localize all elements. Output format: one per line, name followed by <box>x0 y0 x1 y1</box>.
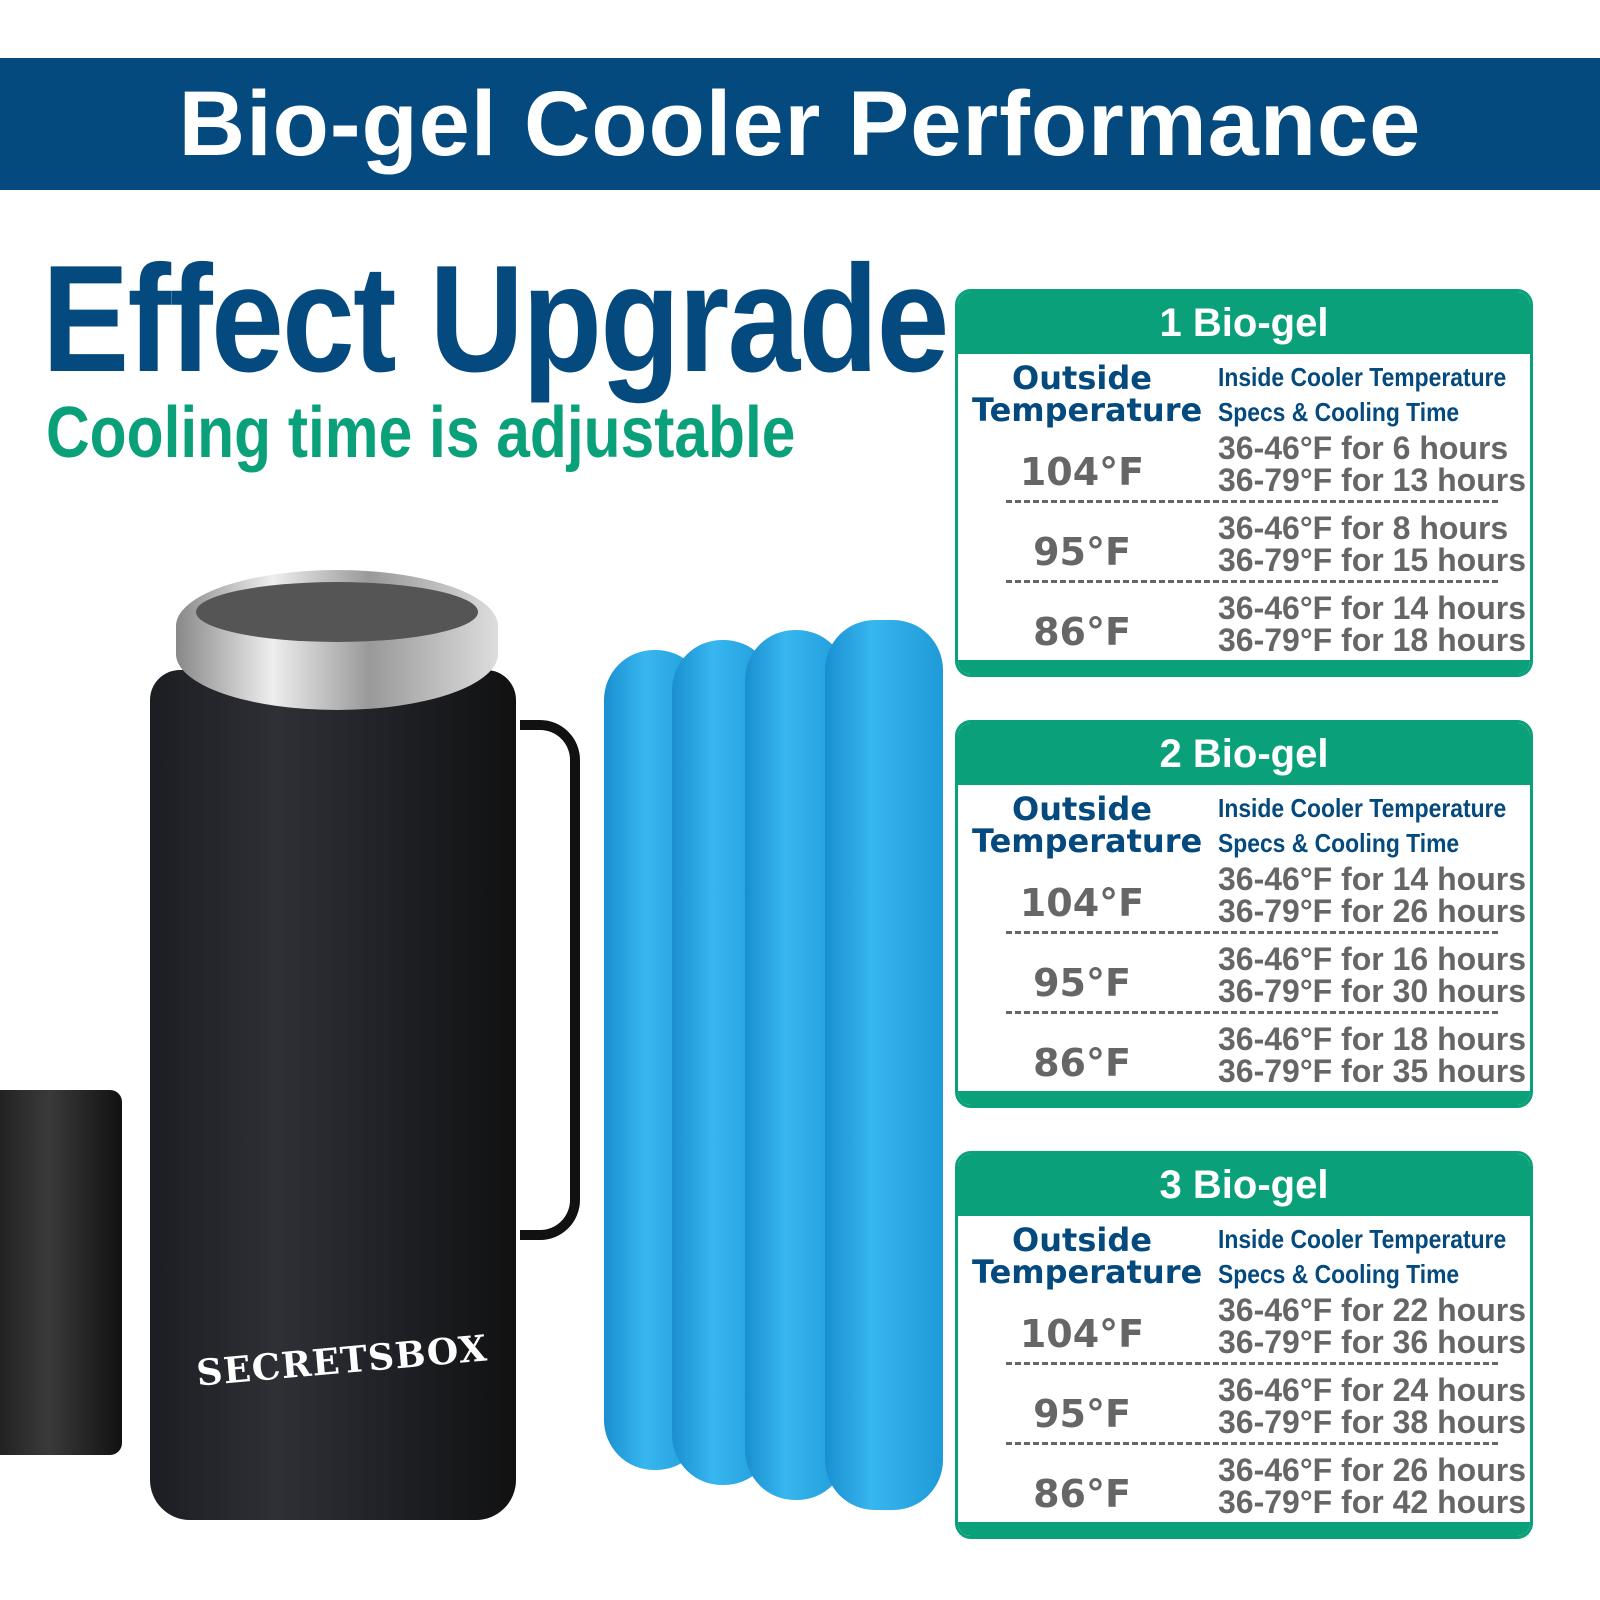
inside-temp-header: Inside Cooler Temperature Specs & Cooling… <box>1218 791 1506 861</box>
inside-temp-header-line2: Specs & Cooling Time <box>1218 397 1460 427</box>
spec-card: 3 Bio-gel Outside Temperature Inside Coo… <box>955 1151 1533 1539</box>
spec-row: 104°F 36-46°F for 14 hours 36-79°F for 26… <box>958 863 1530 943</box>
card-footer-bar <box>958 1522 1530 1536</box>
spec-line: 36-79°F for 42 hours <box>1218 1484 1526 1520</box>
cooling-specs: 36-46°F for 26 hours 36-79°F for 42 hours <box>1218 1454 1526 1518</box>
outside-temp: 86°F <box>1033 610 1131 654</box>
card-footer-bar <box>958 1091 1530 1105</box>
spec-line: 36-79°F for 15 hours <box>1218 542 1526 578</box>
outside-temp: 104°F <box>1019 881 1145 925</box>
row-divider <box>1006 1442 1498 1445</box>
bottle-opening <box>196 582 478 642</box>
outside-temp-header: Outside Temperature <box>972 359 1203 429</box>
inside-temp-header-line1: Inside Cooler Temperature <box>1218 793 1507 823</box>
spec-card: 1 Bio-gel Outside Temperature Inside Coo… <box>955 289 1533 677</box>
spec-line: 36-79°F for 13 hours <box>1218 462 1526 498</box>
card-title: 3 Bio-gel <box>958 1154 1530 1216</box>
spec-line: 36-46°F for 22 hours <box>1218 1292 1526 1328</box>
spec-line: 36-46°F for 6 hours <box>1218 430 1509 466</box>
bottle-strap <box>520 720 580 1240</box>
spec-row: 95°F 36-46°F for 8 hours 36-79°F for 15 h… <box>958 512 1530 592</box>
cooling-specs: 36-46°F for 18 hours 36-79°F for 35 hours <box>1218 1023 1526 1087</box>
spec-row: 95°F 36-46°F for 16 hours 36-79°F for 30 … <box>958 943 1530 1023</box>
bottle-body <box>150 670 516 1520</box>
spec-line: 36-79°F for 36 hours <box>1218 1324 1526 1360</box>
cooling-specs: 36-46°F for 14 hours 36-79°F for 18 hours <box>1218 592 1526 656</box>
card-title: 1 Bio-gel <box>958 292 1530 354</box>
inside-temp-header-line2: Specs & Cooling Time <box>1218 1259 1460 1289</box>
cooling-specs: 36-46°F for 16 hours 36-79°F for 30 hours <box>1218 943 1526 1007</box>
spec-line: 36-79°F for 35 hours <box>1218 1053 1526 1089</box>
gel-stick <box>825 620 943 1510</box>
inside-temp-header: Inside Cooler Temperature Specs & Cooling… <box>1218 360 1506 430</box>
inside-temp-header-line2: Specs & Cooling Time <box>1218 828 1460 858</box>
spec-line: 36-46°F for 16 hours <box>1218 941 1526 977</box>
row-divider <box>1006 1362 1498 1365</box>
banner-title: Bio-gel Cooler Performance <box>0 58 1600 190</box>
spec-line: 36-46°F for 24 hours <box>1218 1372 1526 1408</box>
spec-card: 2 Bio-gel Outside Temperature Inside Coo… <box>955 720 1533 1108</box>
spec-row: 86°F 36-46°F for 18 hours 36-79°F for 35 … <box>958 1023 1530 1103</box>
spec-row: 95°F 36-46°F for 24 hours 36-79°F for 38 … <box>958 1374 1530 1454</box>
inside-temp-header: Inside Cooler Temperature Specs & Cooling… <box>1218 1222 1506 1292</box>
outside-temp: 95°F <box>1033 530 1131 574</box>
cooling-specs: 36-46°F for 14 hours 36-79°F for 26 hours <box>1218 863 1526 927</box>
spec-line: 36-79°F for 30 hours <box>1218 973 1526 1009</box>
outside-temp: 86°F <box>1033 1041 1131 1085</box>
inside-temp-header-line1: Inside Cooler Temperature <box>1218 1224 1507 1254</box>
bottle-lid <box>0 1090 122 1455</box>
outside-temp-header: Outside Temperature <box>972 790 1203 860</box>
cooling-specs: 36-46°F for 6 hours 36-79°F for 13 hours <box>1218 432 1526 496</box>
outside-temp: 104°F <box>1019 450 1145 494</box>
cooling-specs: 36-46°F for 22 hours 36-79°F for 36 hours <box>1218 1294 1526 1358</box>
spec-line: 36-79°F for 18 hours <box>1218 622 1526 658</box>
cooling-specs: 36-46°F for 24 hours 36-79°F for 38 hours <box>1218 1374 1526 1438</box>
spec-row: 86°F 36-46°F for 14 hours 36-79°F for 18 … <box>958 592 1530 672</box>
row-divider <box>1006 580 1498 583</box>
spec-row: 104°F 36-46°F for 22 hours 36-79°F for 36… <box>958 1294 1530 1374</box>
headline: Effect Upgrade <box>42 234 949 404</box>
row-divider <box>1006 931 1498 934</box>
spec-line: 36-79°F for 26 hours <box>1218 893 1526 929</box>
inside-temp-header-line1: Inside Cooler Temperature <box>1218 362 1507 392</box>
row-divider <box>1006 1011 1498 1014</box>
outside-temp: 95°F <box>1033 1392 1131 1436</box>
outside-temp: 86°F <box>1033 1472 1131 1516</box>
card-footer-bar <box>958 660 1530 674</box>
spec-line: 36-46°F for 18 hours <box>1218 1021 1526 1057</box>
spec-line: 36-46°F for 26 hours <box>1218 1452 1526 1488</box>
spec-line: 36-79°F for 38 hours <box>1218 1404 1526 1440</box>
spec-line: 36-46°F for 14 hours <box>1218 590 1526 626</box>
outside-temp: 95°F <box>1033 961 1131 1005</box>
spec-row: 104°F 36-46°F for 6 hours 36-79°F for 13 … <box>958 432 1530 512</box>
row-divider <box>1006 500 1498 503</box>
spec-line: 36-46°F for 8 hours <box>1218 510 1509 546</box>
cooling-specs: 36-46°F for 8 hours 36-79°F for 15 hours <box>1218 512 1526 576</box>
spec-line: 36-46°F for 14 hours <box>1218 861 1526 897</box>
outside-temp-header: Outside Temperature <box>972 1221 1203 1291</box>
card-title: 2 Bio-gel <box>958 723 1530 785</box>
subheadline: Cooling time is adjustable <box>46 393 796 473</box>
outside-temp: 104°F <box>1019 1312 1145 1356</box>
spec-row: 86°F 36-46°F for 26 hours 36-79°F for 42 … <box>958 1454 1530 1534</box>
